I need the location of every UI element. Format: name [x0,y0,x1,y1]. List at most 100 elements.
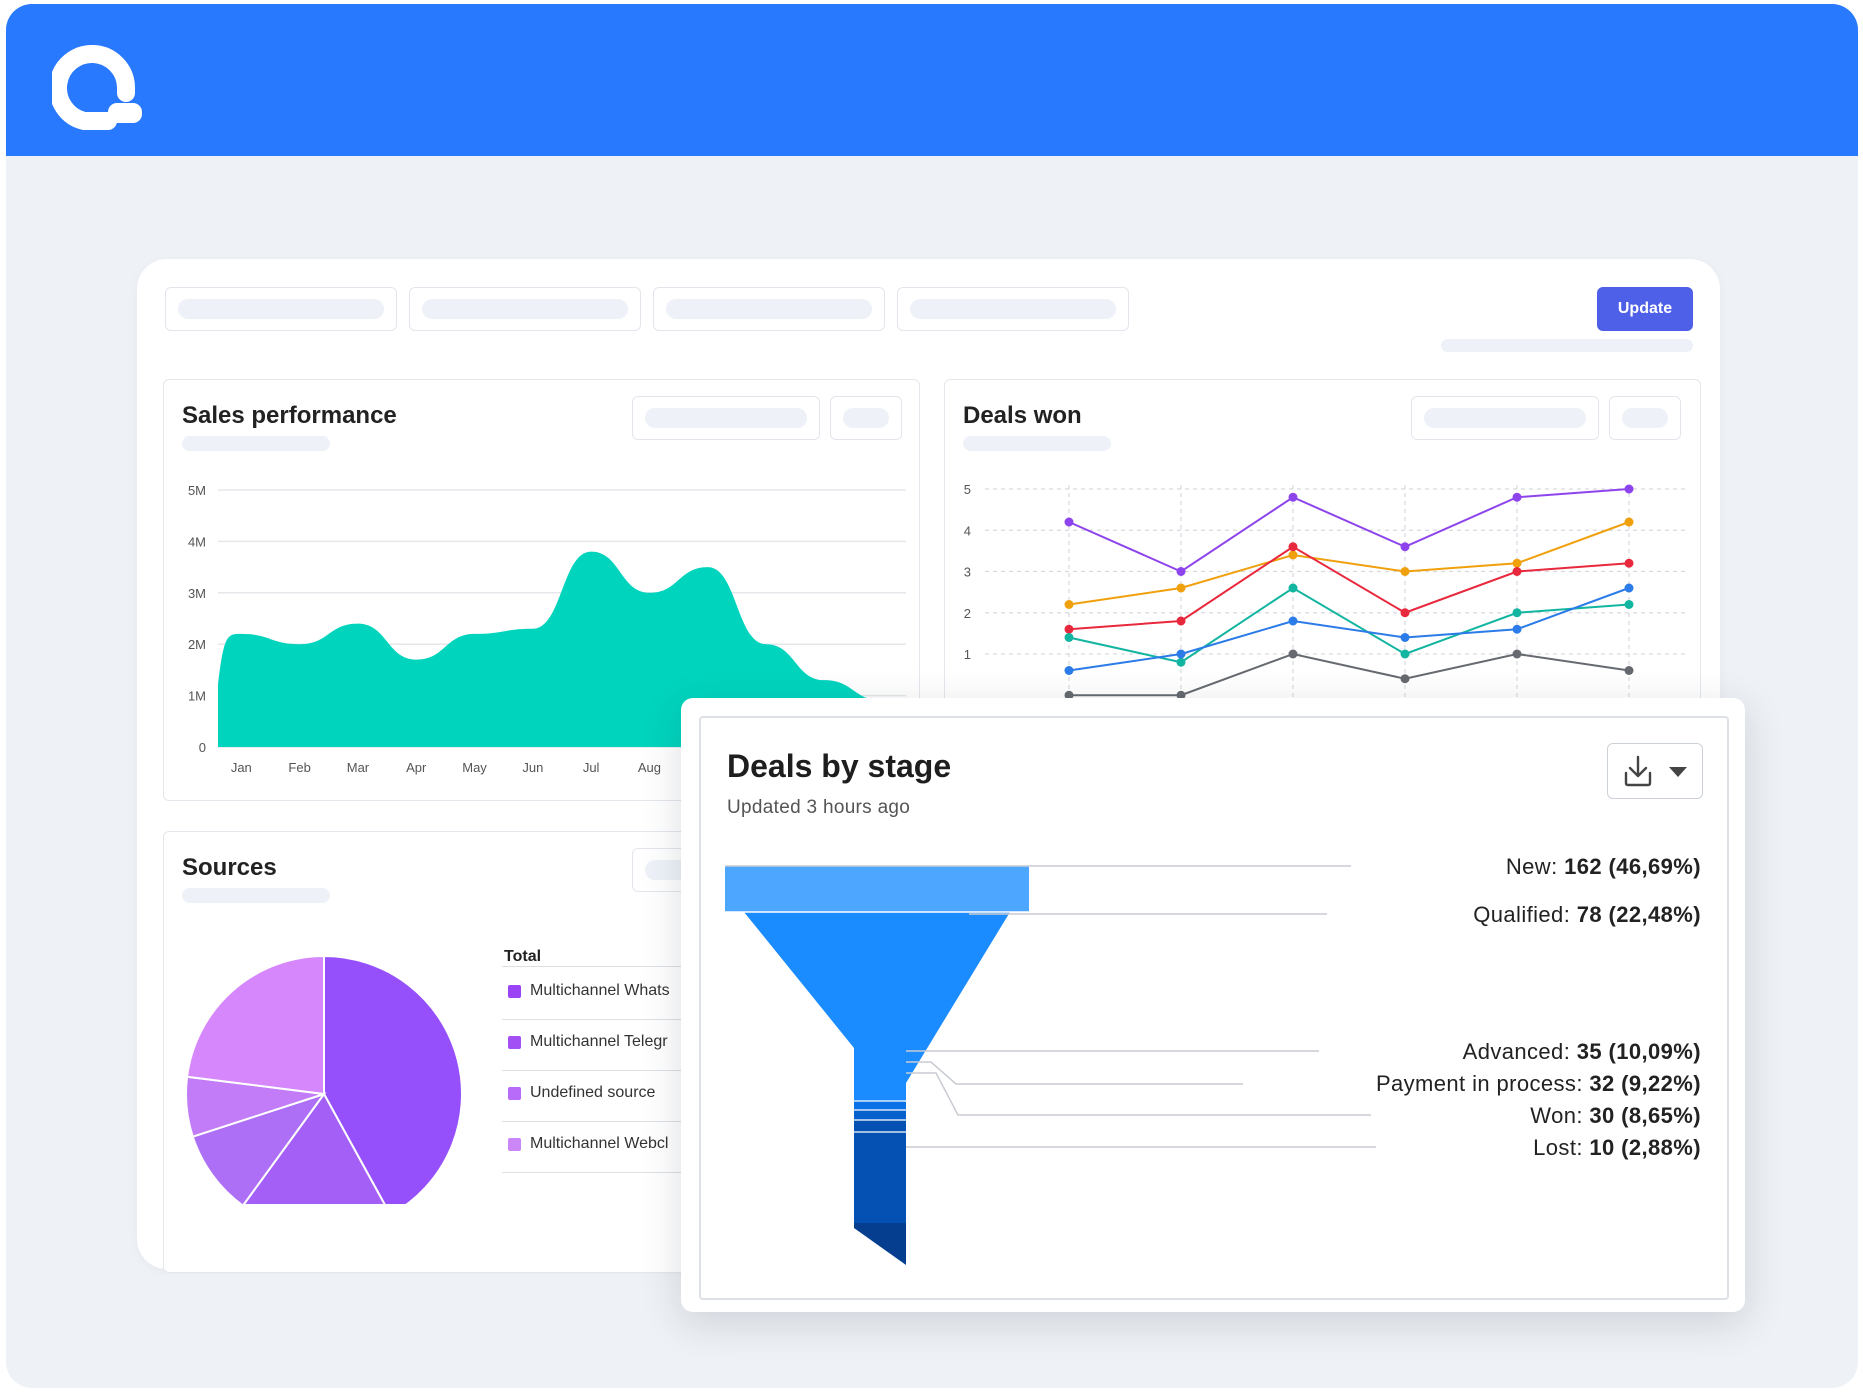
x-tick-label: Mar [347,760,370,775]
sales-period-select[interactable] [632,396,820,440]
funnel-label-lost: Lost: 10 (2,88%) [1533,1135,1701,1161]
series-point [1176,583,1186,593]
legend-swatch [508,1036,521,1049]
x-tick-label: Jan [231,760,252,775]
stage-name: Payment in process: [1375,1071,1583,1096]
series-point [1400,674,1410,684]
download-dropdown-button[interactable] [1607,743,1703,799]
stage-name: Qualified: [1473,902,1571,927]
stage-name: Advanced: [1462,1039,1571,1064]
series-point [1400,608,1410,618]
legend-swatch [508,985,521,998]
series-point [1624,517,1634,527]
filter-field-3[interactable] [653,287,885,331]
series-point [1512,558,1522,568]
series-line [1068,488,1630,573]
legend-item[interactable]: Multichannel Webcl [502,1122,682,1173]
stage-value: 162 (46,69%) [1564,854,1701,879]
series-point [1512,649,1522,659]
legend-item[interactable]: Multichannel Whats [502,969,682,1020]
y-tick-label: 5M [188,483,206,498]
y-tick-label: 5 [964,482,971,497]
series-point [1176,616,1186,626]
series-point [1624,600,1634,609]
legend-item[interactable]: Undefined source [502,1071,682,1122]
y-tick-label: 2M [188,637,206,652]
stage-value: 35 (10,09%) [1576,1039,1701,1064]
series-point [1288,492,1298,502]
sources-legend-header: Total [504,948,542,965]
legend-swatch [508,1087,521,1100]
series-point [1400,567,1410,576]
series-point [1064,624,1074,634]
deals-options-button[interactable] [1609,396,1681,440]
sales-performance-subtitle-placeholder [182,436,330,451]
stage-value: 78 (22,48%) [1576,902,1701,927]
y-tick-label: 4M [188,534,206,549]
filter-field-1[interactable] [165,287,397,331]
stage-name: Lost: [1533,1135,1583,1160]
pie-slice [185,954,325,1096]
funnel-segment-lost [854,1223,906,1265]
series-point [1176,567,1186,576]
series-point [1064,666,1074,675]
series-line [1068,587,1630,672]
series-point [1064,517,1074,527]
x-tick-label: Feb [288,760,310,775]
series-point [1512,608,1522,618]
stage-name: Won: [1530,1103,1583,1128]
funnel-label-payment: Payment in process: 32 (9,22%) [1376,1071,1701,1097]
legend-item[interactable]: Multichannel Telegr [502,1020,682,1071]
y-tick-label: 4 [964,523,971,538]
series-line [1069,652,1630,697]
deals-by-stage-card: Deals by stage Updated 3 hours ago [699,716,1729,1300]
x-tick-label: May [462,760,487,775]
y-tick-label: 3 [964,565,971,580]
quickly-logo-icon[interactable] [52,42,142,132]
sales-options-button[interactable] [830,396,902,440]
deals-funnel-chart [725,865,1376,1265]
series-point [1512,492,1522,502]
funnel-segment-won [854,1120,906,1132]
deals-by-stage-updated: Updated 3 hours ago [727,797,911,818]
download-icon [1624,755,1652,787]
legend-swatch [508,1138,521,1151]
update-button[interactable]: Update [1597,287,1693,331]
deals-by-stage-popup: Deals by stage Updated 3 hours ago [681,698,1745,1312]
series-point [1064,600,1074,609]
series-point [1624,583,1634,593]
series-point [1176,657,1186,667]
legend-label: Multichannel Webcl [530,1135,669,1152]
series-point [1400,633,1410,642]
series-line [1068,545,1630,631]
sources-subtitle-placeholder [182,888,330,903]
series-point [1400,542,1410,552]
legend-label: Multichannel Whats [530,982,670,999]
sources-legend: Multichannel Whats Multichannel Telegr U… [502,966,682,1227]
funnel-segment-payment [854,1110,906,1120]
funnel-label-new: New: 162 (46,69%) [1506,854,1701,880]
sources-pie-chart [185,954,463,1233]
filter-field-2[interactable] [409,287,641,331]
funnel-segment-won-body [854,1132,906,1223]
top-bar [6,4,1858,156]
series-point [1176,649,1186,659]
x-tick-label: Jun [522,760,543,775]
stage-value: 10 (2,88%) [1589,1135,1701,1160]
deals-by-stage-title: Deals by stage [727,748,952,784]
series-point [1624,484,1634,494]
update-caption-placeholder [1441,339,1693,352]
series-point [1512,624,1522,634]
series-point [1624,558,1634,568]
series-point [1064,633,1074,642]
series-line [1068,586,1630,664]
funnel-label-advanced: Advanced: 35 (10,09%) [1463,1039,1701,1065]
deals-period-select[interactable] [1411,396,1599,440]
series-point [1176,690,1186,700]
deals-line-chart: 1 2 3 4 5 [964,482,1685,800]
pie-slice [323,954,463,1217]
filter-field-4[interactable] [897,287,1129,331]
legend-label: Undefined source [530,1084,656,1101]
funnel-label-won: Won: 30 (8,65%) [1530,1103,1701,1129]
x-tick-label: Apr [406,760,427,775]
